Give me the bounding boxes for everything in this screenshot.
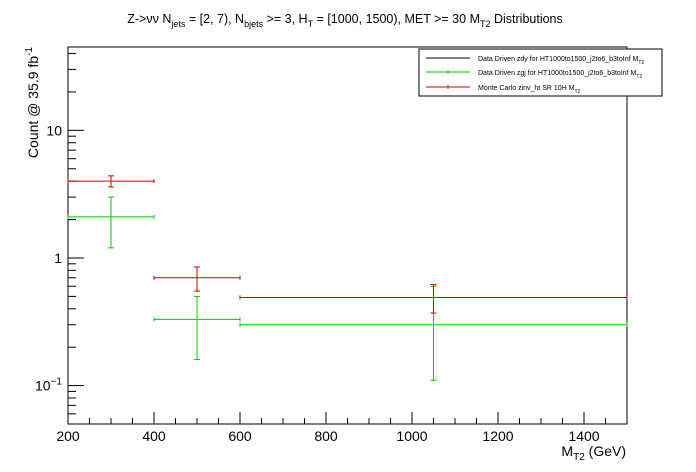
y-tick-label: 10−1 <box>35 377 62 394</box>
y-axis-title: Count @ 35.9 fb-1 <box>24 47 41 159</box>
series-0 <box>68 197 627 380</box>
x-tick-label: 200 <box>56 428 80 444</box>
y-tick-label: 1 <box>54 250 62 266</box>
x-tick-label: 1200 <box>482 428 513 444</box>
y-axis: 10 1 10−1 <box>35 54 84 424</box>
x-tick-label: 400 <box>142 428 166 444</box>
plot-frame <box>68 47 627 424</box>
y-tick-label: 10 <box>46 122 62 138</box>
x-tick-label: 600 <box>228 428 252 444</box>
legend: Data Driven zdy for HT1000to1500_j2to6_b… <box>419 49 662 96</box>
x-tick-label: 1400 <box>568 428 599 444</box>
x-tick-label: 1000 <box>396 428 427 444</box>
x-axis-title: MT2 (GeV) <box>561 443 626 463</box>
series-1 <box>68 176 627 313</box>
x-axis: 200 400 600 800 1000 1200 1400 <box>56 412 627 444</box>
chart-title: Z->νν Njets = [2, 7), Nbjets >= 3, HT = … <box>127 12 563 29</box>
data-series <box>68 176 627 380</box>
x-tick-label: 800 <box>314 428 338 444</box>
